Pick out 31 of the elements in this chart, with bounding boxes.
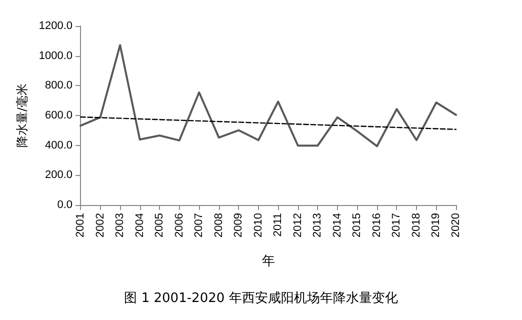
- x-tick-label: 2007: [193, 213, 206, 238]
- y-tick-label: 1000.0: [38, 50, 73, 62]
- y-tick-label: 0.0: [57, 199, 73, 211]
- x-tick-label: 2004: [134, 213, 146, 238]
- x-tick-label: 2012: [292, 213, 304, 238]
- x-tick-label: 2011: [272, 213, 284, 237]
- y-tick-label: 1200.0: [38, 20, 73, 32]
- x-tick-label: 2015: [351, 213, 364, 238]
- x-tick-label: 2010: [252, 213, 264, 238]
- text: 图 1 2001-2020 年西安咸阳机场年降水量变化: [124, 290, 398, 306]
- x-tick-label: 2005: [154, 213, 166, 238]
- y-tick-label: 200.0: [45, 169, 73, 182]
- x-tick-label: 2001: [74, 213, 87, 238]
- x-tick-label: 2008: [212, 213, 225, 238]
- y-tick-label: 600.0: [45, 110, 73, 122]
- x-tick-label: 2014: [331, 213, 344, 238]
- x-tick-label: 2018: [410, 213, 422, 238]
- line-series: [80, 44, 457, 148]
- x-tick-label: 2017: [390, 213, 403, 238]
- x-tick-label: 2002: [94, 213, 106, 238]
- x-tick-label: 2003: [114, 213, 126, 238]
- x-tick-label: 2009: [232, 213, 245, 238]
- x-axis-title: 年: [262, 254, 275, 269]
- y-tick-label: 800.0: [45, 80, 73, 92]
- y-tick-label: 400.0: [45, 139, 73, 152]
- y-axis-title: 降水量/毫米: [15, 83, 29, 148]
- x-tick-label: 2006: [173, 213, 186, 238]
- x-tick-label: 2019: [430, 213, 442, 238]
- x-tick-label: 2016: [370, 213, 383, 238]
- x-tick-label: 2020: [450, 213, 462, 238]
- x-tick-label: 2013: [312, 213, 324, 238]
